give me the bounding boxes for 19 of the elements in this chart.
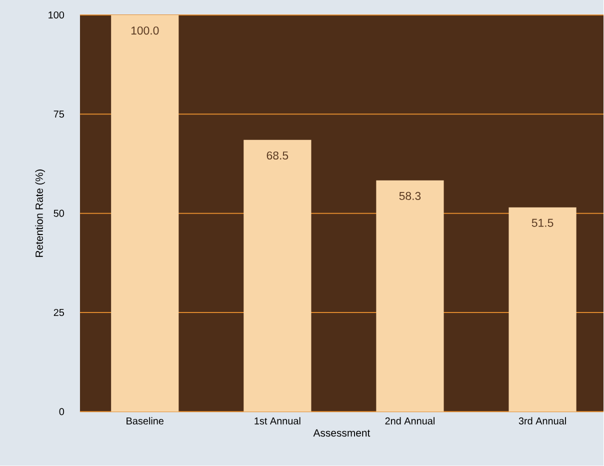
data-label: 100.0 (131, 26, 159, 35)
bar (508, 208, 576, 412)
y-axis-title: Retention Rate (%) (35, 170, 45, 258)
y-tick-label: 75 (54, 110, 64, 118)
bar (376, 180, 444, 412)
y-tick-label: 50 (54, 210, 64, 218)
x-axis-title: Assessment (313, 430, 370, 437)
y-tick-label: 0 (59, 408, 64, 416)
x-tick-label: 3rd Annual (518, 417, 566, 425)
x-tick-label: Baseline (126, 417, 164, 425)
data-label: 58.3 (399, 192, 421, 200)
x-tick-label: 1st Annual (254, 417, 300, 425)
x-tick-label: 2nd Annual (385, 417, 434, 425)
bar (244, 140, 312, 412)
y-tick-label: 25 (54, 309, 64, 316)
data-label: 68.5 (266, 152, 288, 160)
y-tick-label: 100 (48, 12, 64, 19)
bar (111, 15, 179, 412)
data-label: 51.5 (532, 219, 554, 228)
